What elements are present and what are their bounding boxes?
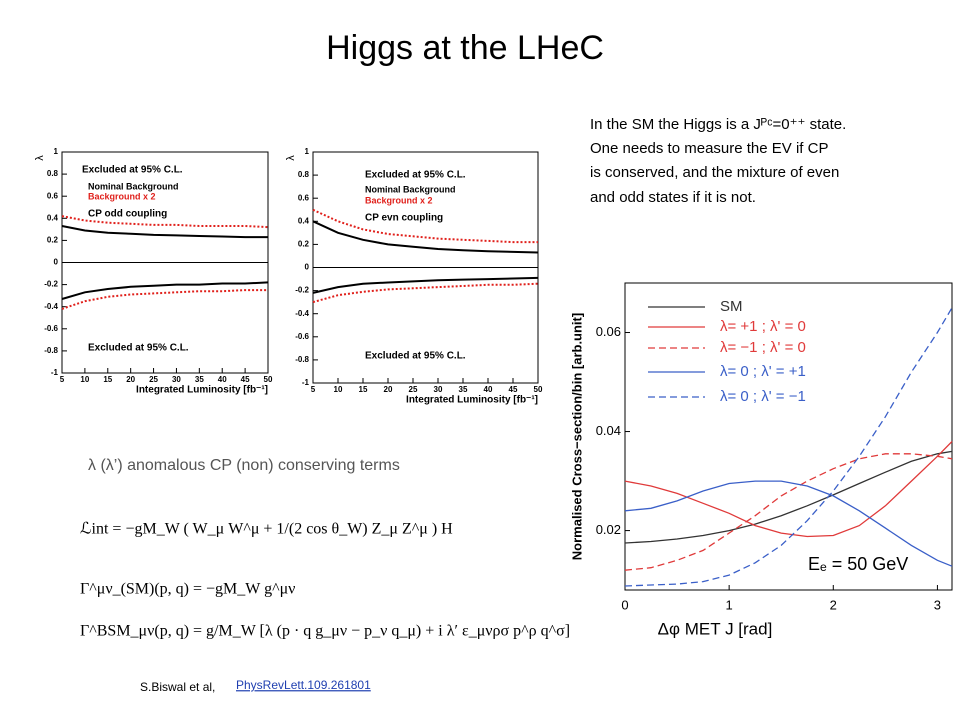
y-tick-label: 0.4: [47, 213, 59, 222]
legend-label: Background x 2: [88, 191, 156, 201]
y-tick-label: 0.2: [298, 240, 310, 249]
plot-frame: [624, 282, 953, 591]
x-tick-label: 30: [434, 385, 443, 394]
legend-label: Nominal Background: [88, 181, 179, 191]
x-axis-label: Integrated Luminosity [fb⁻¹]: [136, 385, 268, 396]
annotation: CP odd coupling: [88, 209, 167, 220]
series-line: [624, 441, 953, 538]
y-axis-label: λ: [34, 155, 46, 161]
y-tick-label: 0.02: [596, 522, 621, 537]
annotation: Excluded at 95% C.L.: [365, 170, 466, 181]
annotation: Excluded at 95% C.L.: [365, 351, 466, 362]
body-text: is conserved, and the mixture of even: [590, 164, 839, 181]
y-tick-label: 0: [54, 258, 59, 267]
body-text: One needs to measure the EV if CP: [590, 140, 828, 157]
y-tick-label: 0.06: [596, 324, 621, 339]
x-tick-label: 45: [241, 375, 250, 384]
body-text: In the SM the Higgs is a Jᴾᶜ=0⁺⁺ state.: [590, 116, 846, 133]
y-tick-label: 0.6: [47, 191, 59, 200]
y-tick-label: -0.2: [44, 280, 58, 289]
legend-label: SM: [720, 298, 743, 315]
x-axis-label: Δφ MET J [rad]: [658, 619, 773, 638]
y-tick-label: -0.4: [295, 309, 309, 318]
legend-label: λ= +1 ; λ' = 0: [720, 318, 806, 335]
y-tick-label: 1: [305, 147, 310, 156]
y-tick-label: -0.4: [44, 302, 58, 311]
caption: λ (λ’) anomalous CP (non) conserving ter…: [88, 457, 400, 474]
x-tick-label: 20: [384, 385, 393, 394]
y-tick-label: -0.6: [295, 332, 309, 341]
legend-label: λ= −1 ; λ' = 0: [720, 339, 806, 356]
y-tick-label: -0.8: [44, 346, 58, 355]
series-line: [61, 225, 268, 239]
x-tick-label: 5: [311, 385, 316, 394]
annotation: Eₑ = 50 GeV: [808, 554, 908, 574]
series-line: [61, 289, 268, 310]
x-tick-label: 25: [409, 385, 418, 394]
x-tick-label: 50: [264, 375, 273, 384]
x-tick-label: 10: [80, 375, 89, 384]
x-tick-label: 10: [334, 385, 343, 394]
x-tick-label: 35: [459, 385, 468, 394]
series-line: [624, 307, 953, 587]
annotation: CP evn coupling: [365, 213, 443, 224]
series-line: [312, 220, 539, 254]
equation: Γ^μν_(SM)(p, q) = −gM_W g^μν: [80, 581, 295, 598]
y-tick-label: -0.2: [295, 286, 309, 295]
x-tick-label: 2: [830, 597, 837, 612]
x-tick-label: 3: [934, 597, 941, 612]
series-line: [624, 453, 953, 571]
y-tick-label: 0.4: [298, 216, 310, 225]
series-line: [61, 215, 269, 229]
series-line: [61, 281, 269, 300]
y-axis-label: Normalised Cross−section/bin [arb.unit]: [569, 313, 584, 560]
legend-label: Background x 2: [365, 195, 433, 205]
y-tick-label: -1: [302, 378, 310, 387]
citation: S.Biswal et al,: [140, 680, 215, 694]
y-axis-label: λ: [285, 155, 297, 161]
x-axis-label: Integrated Luminosity [fb⁻¹]: [406, 395, 538, 406]
series-line: [312, 276, 539, 294]
y-tick-label: 0.6: [298, 193, 310, 202]
y-tick-label: 0: [305, 263, 310, 272]
reference-link[interactable]: PhysRevLett.109.261801: [236, 678, 371, 692]
series-line: [624, 480, 953, 567]
series-line: [312, 282, 539, 304]
x-tick-label: 30: [172, 375, 181, 384]
body-text: and odd states if it is not.: [590, 189, 756, 206]
x-tick-label: 50: [534, 385, 543, 394]
y-tick-label: 1: [54, 147, 59, 156]
x-tick-label: 15: [359, 385, 368, 394]
y-tick-label: -0.8: [295, 355, 309, 364]
y-tick-label: 0.8: [298, 170, 310, 179]
annotation: Excluded at 95% C.L.: [88, 343, 189, 354]
annotation: Excluded at 95% C.L.: [82, 165, 183, 176]
y-tick-label: 0.2: [47, 236, 59, 245]
legend-label: λ= 0 ; λ' = +1: [720, 363, 806, 380]
x-tick-label: 40: [218, 375, 227, 384]
x-tick-label: 20: [126, 375, 135, 384]
series-line: [624, 450, 953, 544]
x-tick-label: 40: [484, 385, 493, 394]
x-tick-label: 45: [509, 385, 518, 394]
y-tick-label: 0.8: [47, 169, 59, 178]
x-tick-label: 25: [149, 375, 158, 384]
legend-label: Nominal Background: [365, 184, 456, 194]
x-tick-label: 35: [195, 375, 204, 384]
y-tick-label: -1: [51, 368, 59, 377]
y-tick-label: -0.6: [44, 324, 58, 333]
x-tick-label: 15: [103, 375, 112, 384]
x-tick-label: 5: [60, 375, 65, 384]
equation: Γ^BSM_μν(p, q) = g/M_W [λ (p · q g_μν − …: [80, 623, 570, 640]
equation: ℒint = −gM_W ( W_μ W^μ + 1/(2 cos θ_W) Z…: [80, 521, 453, 538]
x-tick-label: 0: [621, 597, 628, 612]
series-line: [312, 208, 538, 244]
slide-title: Higgs at the LHeC: [326, 29, 604, 67]
y-tick-label: 0.04: [596, 423, 621, 438]
legend-label: λ= 0 ; λ' = −1: [720, 388, 806, 405]
x-tick-label: 1: [726, 597, 733, 612]
